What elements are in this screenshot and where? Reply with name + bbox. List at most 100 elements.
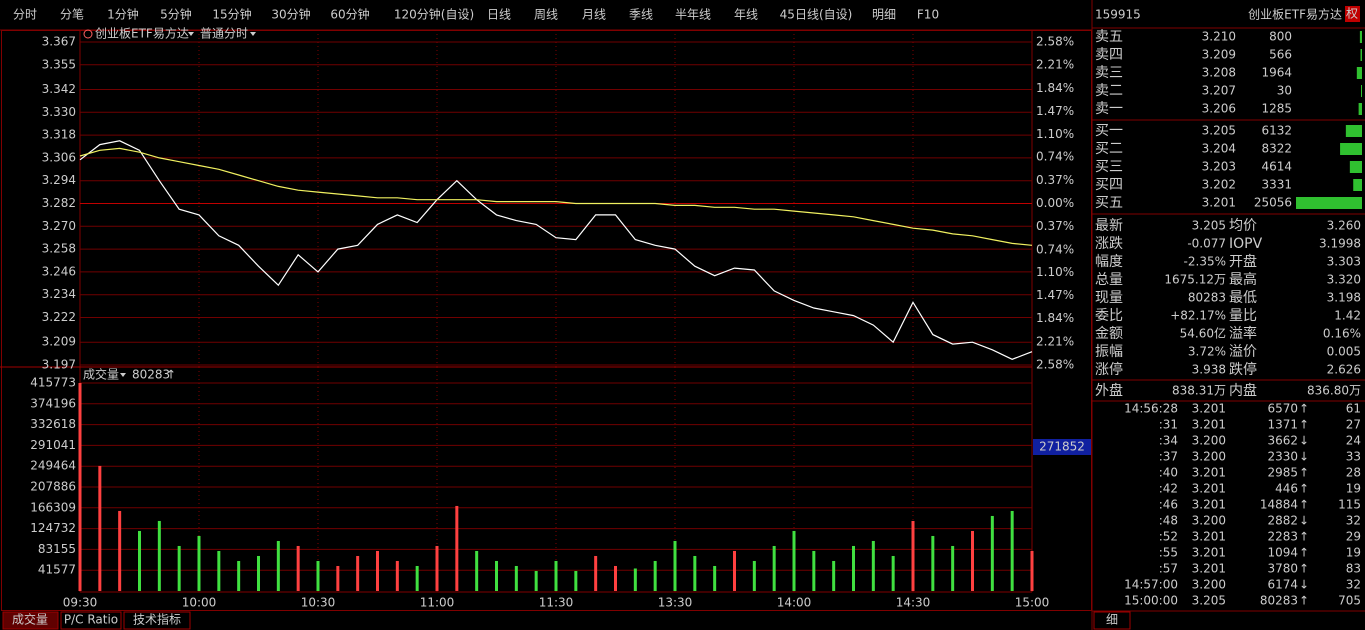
trade-arrow: ↓ [1299,434,1309,448]
side-tab[interactable]: 细 [1106,613,1118,627]
volume-bar [832,560,836,591]
tab[interactable]: 15分钟 [212,7,251,22]
trade-count: 61 [1346,402,1361,416]
trade-arrow: ↑ [1299,466,1309,480]
quote-label: 幅度 [1095,254,1123,270]
volume-bar [336,565,340,591]
volume-bar [514,565,518,591]
volume-bar [971,530,974,591]
quote-value: 54.60亿 [1180,326,1226,341]
book-price: 3.210 [1202,30,1236,44]
volume-bar [257,555,260,591]
book-volume: 4614 [1261,160,1292,174]
quote-label: 最新 [1095,218,1123,234]
trade-arrow: ↑ [1299,546,1309,560]
volume-bar [356,555,360,591]
tab[interactable]: 120分钟(自设) [394,7,474,22]
volume-bar [78,383,82,591]
book-price: 3.207 [1202,84,1236,98]
trade-time: :42 [1159,482,1178,496]
tab[interactable]: 半年线 [675,8,711,22]
volume-bar [614,565,617,591]
quote-value: 2.626 [1327,363,1361,377]
book-bar [1356,67,1362,79]
bottom-tab[interactable]: P/C Ratio [64,613,118,627]
book-label: 卖二 [1095,83,1123,99]
y-tick-label: 3.306 [42,150,76,164]
y-tick-label: 166309 [30,500,76,514]
book-label: 卖四 [1095,47,1123,63]
tab[interactable]: 年线 [734,8,758,22]
tab[interactable]: 分时 [13,8,37,22]
quote-value: 1.42 [1334,309,1361,323]
trade-time: :40 [1159,466,1178,480]
volume-bar [633,568,637,591]
quote-label: 量比 [1229,308,1257,324]
book-price: 3.203 [1202,160,1236,174]
bottom-tab-box[interactable] [60,611,122,630]
y-tick-label: 3.355 [42,57,76,71]
tab[interactable]: 日线 [487,8,511,22]
trade-count: 32 [1346,578,1361,592]
y-tick-label: 374196 [30,396,76,410]
tab[interactable]: 45日线(自设) [780,8,853,22]
y-tick-label: 3.282 [42,196,76,210]
book-price: 3.209 [1202,48,1236,62]
tab[interactable]: 分笔 [60,7,84,22]
volume-bar [118,510,122,591]
tab[interactable]: 周线 [534,8,558,22]
book-label: 卖三 [1095,65,1123,81]
volume-bar [871,540,875,591]
bottom-tab-box[interactable] [2,611,59,630]
volume-bar [276,540,280,591]
quote-label: 溢率 [1229,325,1257,342]
book-volume: 30 [1277,84,1292,98]
tab[interactable]: 60分钟 [330,7,369,22]
quote-value: 836.80万 [1307,384,1361,398]
trade-count: 24 [1346,434,1361,448]
y2-tick-label: 0.74% [1036,242,1074,256]
y2-tick-label: 0.74% [1036,150,1074,164]
book-label: 买四 [1095,177,1123,193]
quote-value: 3.260 [1327,219,1361,233]
trade-arrow: ↓ [1299,578,1309,592]
y2-tick-label: 1.10% [1036,127,1074,141]
book-label: 买一 [1095,123,1123,139]
trade-time: :34 [1159,434,1178,448]
y2-tick-label: 2.58% [1036,358,1074,372]
tab[interactable]: F10 [917,8,939,22]
book-label: 买五 [1095,195,1123,211]
tab[interactable]: 季线 [629,8,653,22]
trade-arrow: ↑ [1299,498,1309,512]
y2-tick-label: 1.47% [1036,288,1074,302]
tab[interactable]: 月线 [582,8,606,22]
badge: 权 [1346,7,1358,21]
side-tab-box[interactable] [1093,611,1131,630]
quote-label: 最低 [1229,290,1257,306]
badge-box [1345,6,1360,22]
trade-arrow: ↑ [1299,482,1309,496]
quote-value: 3.72% [1188,345,1226,359]
y-tick-label: 332618 [30,417,76,431]
bottom-tab[interactable]: 成交量 [12,612,48,627]
tab[interactable]: 1分钟 [107,7,139,22]
y-tick-label: 3.234 [42,287,76,301]
bottom-tab[interactable]: 技术指标 [133,612,181,627]
tab[interactable]: 明细 [872,8,896,22]
book-bar [1349,161,1362,173]
x-tick-label: 10:00 [182,596,217,610]
trade-count: 115 [1338,498,1361,512]
volume-bar [217,550,221,591]
y2-tick-label: 2.21% [1036,58,1074,72]
trade-price: 3.201 [1192,466,1226,480]
trade-arrow: ↑ [1299,562,1309,576]
volume-bar [534,570,538,591]
y-tick-label: 291041 [30,438,76,452]
trade-price: 3.201 [1192,546,1226,560]
tab[interactable]: 5分钟 [160,7,192,22]
volume-bar [891,555,895,591]
tab[interactable]: 30分钟 [271,7,310,22]
y2-tick-label: 1.10% [1036,265,1074,279]
quote-label: IOPV [1229,236,1263,252]
bottom-tab-box[interactable] [123,611,191,630]
